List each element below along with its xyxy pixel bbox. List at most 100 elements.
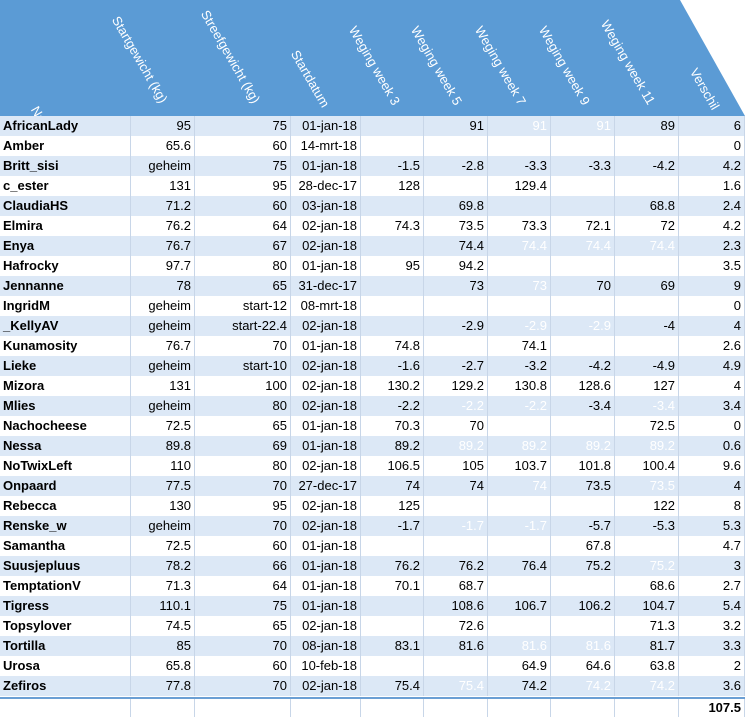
table-cell[interactable]: 4.9 (679, 356, 745, 376)
table-cell[interactable]: -2.7 (424, 356, 488, 376)
empty-cell[interactable] (195, 699, 291, 717)
table-cell[interactable] (424, 656, 488, 676)
table-cell[interactable]: 70 (195, 516, 291, 536)
table-cell[interactable]: 2.4 (679, 196, 745, 216)
table-cell[interactable]: 91 (488, 116, 551, 136)
table-cell[interactable]: -3.3 (488, 156, 551, 176)
name-cell[interactable]: Suusjepluus (0, 556, 131, 576)
table-cell[interactable]: 75.4 (361, 676, 424, 696)
table-cell[interactable]: 01-jan-18 (291, 436, 361, 456)
table-cell[interactable]: 77.5 (131, 476, 195, 496)
table-cell[interactable] (488, 296, 551, 316)
table-cell[interactable]: 3 (679, 556, 745, 576)
table-cell[interactable]: 74.4 (488, 236, 551, 256)
table-cell[interactable]: 4.7 (679, 536, 745, 556)
table-cell[interactable]: 89 (615, 116, 679, 136)
table-cell[interactable]: 74.4 (551, 236, 615, 256)
table-cell[interactable] (488, 496, 551, 516)
empty-cell[interactable] (615, 699, 679, 717)
table-cell[interactable]: 73.5 (615, 476, 679, 496)
table-cell[interactable]: geheim (131, 316, 195, 336)
table-cell[interactable]: -1.5 (361, 156, 424, 176)
table-cell[interactable]: 01-jan-18 (291, 156, 361, 176)
name-cell[interactable]: ClaudiaHS (0, 196, 131, 216)
table-cell[interactable]: geheim (131, 516, 195, 536)
table-cell[interactable]: -3.2 (488, 356, 551, 376)
table-cell[interactable]: 74.8 (361, 336, 424, 356)
table-cell[interactable] (424, 336, 488, 356)
table-cell[interactable]: 130.2 (361, 376, 424, 396)
table-cell[interactable]: 74 (424, 476, 488, 496)
name-cell[interactable]: Renske_w (0, 516, 131, 536)
table-cell[interactable] (615, 176, 679, 196)
table-cell[interactable]: 80 (195, 456, 291, 476)
table-cell[interactable]: 65 (195, 416, 291, 436)
table-cell[interactable]: 69 (195, 436, 291, 456)
table-cell[interactable]: 106.2 (551, 596, 615, 616)
name-cell[interactable]: Samantha (0, 536, 131, 556)
table-cell[interactable]: 14-mrt-18 (291, 136, 361, 156)
table-cell[interactable]: 0 (679, 296, 745, 316)
table-cell[interactable]: 4 (679, 476, 745, 496)
table-cell[interactable]: -5.7 (551, 516, 615, 536)
table-cell[interactable]: 02-jan-18 (291, 376, 361, 396)
table-cell[interactable]: 106.5 (361, 456, 424, 476)
table-cell[interactable] (424, 136, 488, 156)
table-cell[interactable]: 70 (195, 476, 291, 496)
table-cell[interactable]: 71.3 (615, 616, 679, 636)
table-cell[interactable]: 9 (679, 276, 745, 296)
name-cell[interactable]: Elmira (0, 216, 131, 236)
table-cell[interactable]: 103.7 (488, 456, 551, 476)
table-cell[interactable] (424, 496, 488, 516)
name-cell[interactable]: Tigress (0, 596, 131, 616)
table-cell[interactable]: -2.8 (424, 156, 488, 176)
table-cell[interactable]: 02-jan-18 (291, 356, 361, 376)
table-cell[interactable]: 73.5 (551, 476, 615, 496)
table-cell[interactable]: 72.5 (615, 416, 679, 436)
table-cell[interactable]: 89.8 (131, 436, 195, 456)
table-cell[interactable]: 70 (195, 636, 291, 656)
table-cell[interactable]: 72.5 (131, 536, 195, 556)
table-cell[interactable]: 2.6 (679, 336, 745, 356)
table-cell[interactable]: 75.2 (551, 556, 615, 576)
table-cell[interactable]: 64.9 (488, 656, 551, 676)
name-cell[interactable]: IngridM (0, 296, 131, 316)
table-cell[interactable] (361, 196, 424, 216)
table-cell[interactable]: 89.2 (361, 436, 424, 456)
table-cell[interactable]: 03-jan-18 (291, 196, 361, 216)
table-cell[interactable]: -4.2 (615, 156, 679, 176)
table-cell[interactable]: 64.6 (551, 656, 615, 676)
name-cell[interactable]: Jennanne (0, 276, 131, 296)
table-cell[interactable]: 01-jan-18 (291, 256, 361, 276)
table-cell[interactable]: -5.3 (615, 516, 679, 536)
table-cell[interactable] (615, 256, 679, 276)
table-cell[interactable]: 74.4 (615, 236, 679, 256)
table-cell[interactable]: 76.4 (488, 556, 551, 576)
table-cell[interactable]: 2.3 (679, 236, 745, 256)
table-cell[interactable]: 69 (615, 276, 679, 296)
table-cell[interactable]: 85 (131, 636, 195, 656)
table-cell[interactable]: start-22.4 (195, 316, 291, 336)
table-cell[interactable]: -1.6 (361, 356, 424, 376)
table-cell[interactable]: -4.9 (615, 356, 679, 376)
empty-cell[interactable] (488, 699, 551, 717)
table-cell[interactable] (424, 176, 488, 196)
table-cell[interactable]: 91 (551, 116, 615, 136)
table-cell[interactable]: 60 (195, 656, 291, 676)
table-cell[interactable]: 3.2 (679, 616, 745, 636)
table-cell[interactable]: 74.4 (424, 236, 488, 256)
table-cell[interactable]: 75 (195, 596, 291, 616)
table-cell[interactable]: -2.2 (424, 396, 488, 416)
table-cell[interactable]: 70 (195, 336, 291, 356)
name-cell[interactable]: Urosa (0, 656, 131, 676)
table-cell[interactable]: geheim (131, 396, 195, 416)
table-cell[interactable]: 68.6 (615, 576, 679, 596)
table-cell[interactable] (615, 336, 679, 356)
table-cell[interactable]: 71.3 (131, 576, 195, 596)
table-cell[interactable]: 70 (551, 276, 615, 296)
name-cell[interactable]: Lieke (0, 356, 131, 376)
table-cell[interactable]: -1.7 (488, 516, 551, 536)
table-cell[interactable]: 74 (488, 476, 551, 496)
table-cell[interactable]: 4.2 (679, 216, 745, 236)
table-cell[interactable]: 83.1 (361, 636, 424, 656)
